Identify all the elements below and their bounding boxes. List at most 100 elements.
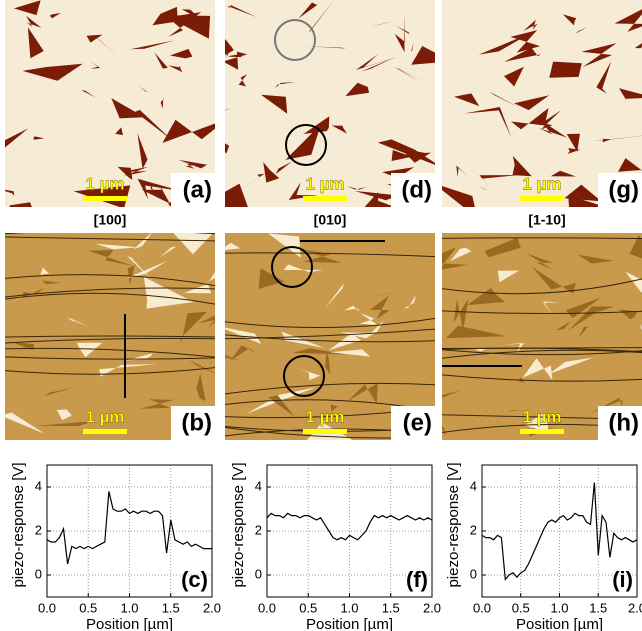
- marker-circle: [283, 355, 325, 397]
- domain-shape: [229, 345, 259, 362]
- domain-shape: [162, 119, 215, 143]
- x-axis-label: Position [µm]: [516, 616, 603, 631]
- label-background: [171, 173, 215, 207]
- y-tick-label: 0: [255, 566, 262, 581]
- domain-shape: [625, 271, 642, 293]
- domain-shape: [411, 42, 414, 52]
- domain-shape: [88, 249, 134, 266]
- domain-shape: [442, 425, 446, 436]
- domain-shape: [170, 48, 193, 59]
- domain-shape: [91, 32, 117, 56]
- domain-shape: [345, 82, 370, 97]
- domain-wall: [442, 349, 642, 359]
- domain-shape: [367, 320, 384, 337]
- domain-shape: [298, 2, 318, 19]
- panel-label: (b): [181, 409, 212, 436]
- x-axis-label: Position [µm]: [86, 616, 173, 631]
- y-tick-label: 4: [35, 478, 42, 493]
- domain-shape: [130, 40, 175, 50]
- scale-bar: [520, 196, 564, 201]
- domain-shape: [549, 61, 582, 78]
- domain-shape: [524, 413, 549, 433]
- plot-frame: [266, 464, 433, 598]
- x-axis-label: Position [µm]: [306, 616, 393, 631]
- image-panel: 1 µm (g): [442, 0, 642, 207]
- domain-shape: [227, 5, 257, 18]
- domain-shape: [618, 158, 642, 172]
- domain-wall: [5, 356, 215, 360]
- panel-label: (e): [403, 409, 432, 436]
- y-tick-label: 2: [470, 522, 477, 537]
- domain-shape: [178, 159, 208, 169]
- domain-shape: [5, 189, 15, 196]
- domain-shape: [550, 170, 576, 177]
- domain-shape: [566, 133, 580, 152]
- domain-shape: [596, 61, 612, 94]
- domain-shape: [614, 9, 642, 32]
- domain-wall: [225, 382, 435, 395]
- domain-shape: [86, 34, 103, 43]
- image-panel: 1 µm (h): [442, 233, 642, 440]
- domain-shape: [531, 266, 576, 294]
- panel-label: (f): [406, 567, 428, 592]
- domain-shape: [41, 280, 62, 285]
- domain-shape: [180, 311, 207, 345]
- x-tick-label: 1.5: [162, 600, 180, 615]
- domain-shape: [173, 233, 214, 255]
- domain-shape: [510, 30, 541, 53]
- domain-shape: [13, 0, 41, 16]
- domain-wall: [442, 374, 642, 382]
- y-axis-label: piezo-response [V]: [445, 462, 462, 587]
- domain-shape: [225, 108, 232, 111]
- domain-shape: [523, 19, 538, 32]
- domain-shape: [454, 93, 480, 107]
- y-tick-label: 2: [255, 522, 262, 537]
- domain-shape: [23, 287, 45, 298]
- domain-shape: [22, 63, 83, 81]
- x-tick-label: 0.0: [473, 600, 491, 615]
- domain-shape: [275, 161, 292, 175]
- domain-shape: [9, 202, 32, 207]
- domain-shape: [581, 43, 617, 68]
- label-background: [171, 406, 215, 440]
- x-tick-label: 0.0: [38, 600, 56, 615]
- domain-shape: [275, 82, 296, 89]
- y-axis-label: piezo-response [V]: [230, 462, 247, 587]
- domain-shape: [125, 260, 168, 282]
- domain-shape: [548, 357, 594, 375]
- domain-wall: [225, 252, 435, 258]
- scale-bar-label: 1 µm: [305, 407, 344, 426]
- domain-shape: [445, 325, 507, 339]
- scale-bar-label: 1 µm: [522, 174, 561, 193]
- domain-shape: [152, 6, 178, 26]
- domain-shape: [154, 52, 168, 69]
- domain-shape: [593, 135, 642, 142]
- domain-shape: [512, 155, 532, 177]
- domain-shape: [355, 54, 398, 70]
- domain-shape: [258, 268, 285, 289]
- domain-shape: [634, 43, 642, 49]
- domain-shape: [489, 91, 520, 108]
- label-background: [598, 173, 642, 207]
- domain-shape: [629, 235, 642, 259]
- domain-shape: [364, 192, 395, 207]
- domain-shape: [160, 97, 164, 109]
- domain-shape: [133, 233, 152, 250]
- domain-shape: [330, 404, 338, 412]
- scale-bar: [303, 429, 347, 434]
- panel-label: (i): [612, 567, 633, 592]
- scale-bar: [303, 196, 347, 201]
- image-panel: 1 µm (a): [5, 0, 215, 207]
- scale-bar-label: 1 µm: [305, 174, 344, 193]
- scale-bar-label: 1 µm: [522, 407, 561, 426]
- domain-shape: [354, 191, 399, 201]
- x-tick-label: 0.5: [512, 600, 530, 615]
- domain-wall: [5, 274, 215, 287]
- domain-wall: [5, 292, 215, 305]
- domain-shape: [403, 295, 416, 309]
- image-panel: 1 µm (d): [225, 0, 435, 207]
- domain-shape: [141, 186, 170, 204]
- x-tick-label: 1.0: [550, 600, 568, 615]
- orientation-label: [1-10]: [528, 212, 565, 228]
